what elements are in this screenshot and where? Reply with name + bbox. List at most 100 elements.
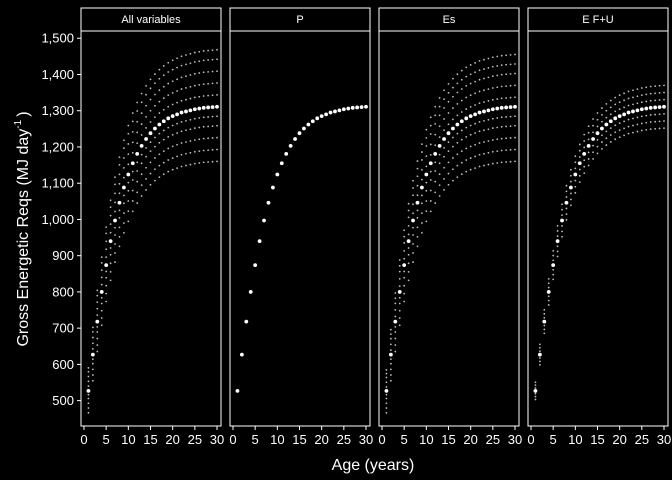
band-point [469,94,472,97]
band-point [131,141,134,144]
band-point [207,82,210,85]
band-point [636,88,639,91]
band-point [487,76,490,79]
x-tick-label: 10 [419,432,433,447]
band-point [123,139,125,142]
data-point [495,106,500,111]
band-point [614,96,617,99]
band-point [587,138,590,141]
band-point [189,97,192,100]
band-point [645,128,648,131]
data-point [144,137,148,141]
band-point [456,73,459,76]
band-point [460,111,463,113]
data-point [253,263,258,267]
band-point [105,300,108,303]
band-point [570,174,572,177]
band-point [429,124,432,127]
band-point [389,358,392,361]
band-point [412,194,414,197]
band-point [438,184,441,187]
band-point [96,294,99,297]
data-point [201,105,206,110]
band-point [96,314,99,317]
band-point [158,77,161,80]
band-point [123,176,125,179]
band-point [596,139,599,141]
band-point [176,66,179,69]
band-point [443,98,445,101]
band-point [496,65,499,67]
band-point [491,98,494,101]
band-point [434,161,437,164]
band-point [136,170,139,172]
band-point [114,252,116,254]
x-tick-label: 15 [143,432,157,447]
band-point [434,133,437,136]
data-point [319,114,324,119]
band-point [171,59,174,62]
band-point [547,295,550,298]
data-point [293,137,297,141]
data-point [113,218,117,223]
band-point [583,140,586,142]
y-tick-label: 1,500 [41,31,74,46]
y-tick-label: 600 [52,357,74,372]
band-point [167,61,170,64]
band-point [167,94,170,97]
band-point [398,309,401,312]
facet-strip-label: All variables [121,14,181,26]
band-point [416,167,419,170]
band-point [100,324,103,327]
band-point [614,103,617,106]
band-point [587,151,590,154]
data-point [662,104,666,109]
band-point [425,220,428,223]
band-point [416,194,419,197]
band-point [127,220,130,223]
band-point [543,324,546,327]
band-point [421,143,423,146]
band-point [570,180,572,183]
data-point [239,352,244,357]
data-point [170,114,175,119]
band-point [407,262,410,265]
band-point [180,55,183,58]
band-point [145,166,147,169]
band-point [140,184,143,187]
band-point [578,143,581,146]
band-point [514,115,516,118]
band-point [171,91,174,94]
band-point [118,156,121,159]
band-point [109,253,112,256]
band-point [565,207,568,210]
band-point [416,226,419,229]
data-point [542,319,547,324]
band-point [500,137,503,140]
band-point [389,333,392,336]
band-point [487,100,490,102]
band-point [158,153,161,156]
data-point [206,105,211,110]
band-point [202,161,205,164]
band-point [543,309,546,311]
band-point [180,88,183,90]
band-point [496,74,499,77]
band-point [543,328,546,331]
band-point [216,136,218,139]
data-point [504,105,509,110]
band-point [136,142,139,145]
band-point [556,224,559,227]
band-point [91,368,94,371]
band-point [483,119,485,122]
band-point [162,85,165,88]
data-point [617,114,622,119]
data-point [135,151,140,156]
band-point [483,152,485,155]
band-point [403,270,406,273]
band-point [109,199,112,202]
data-point [459,119,464,124]
band-point [534,381,537,384]
data-point [306,122,311,127]
band-point [394,292,397,294]
